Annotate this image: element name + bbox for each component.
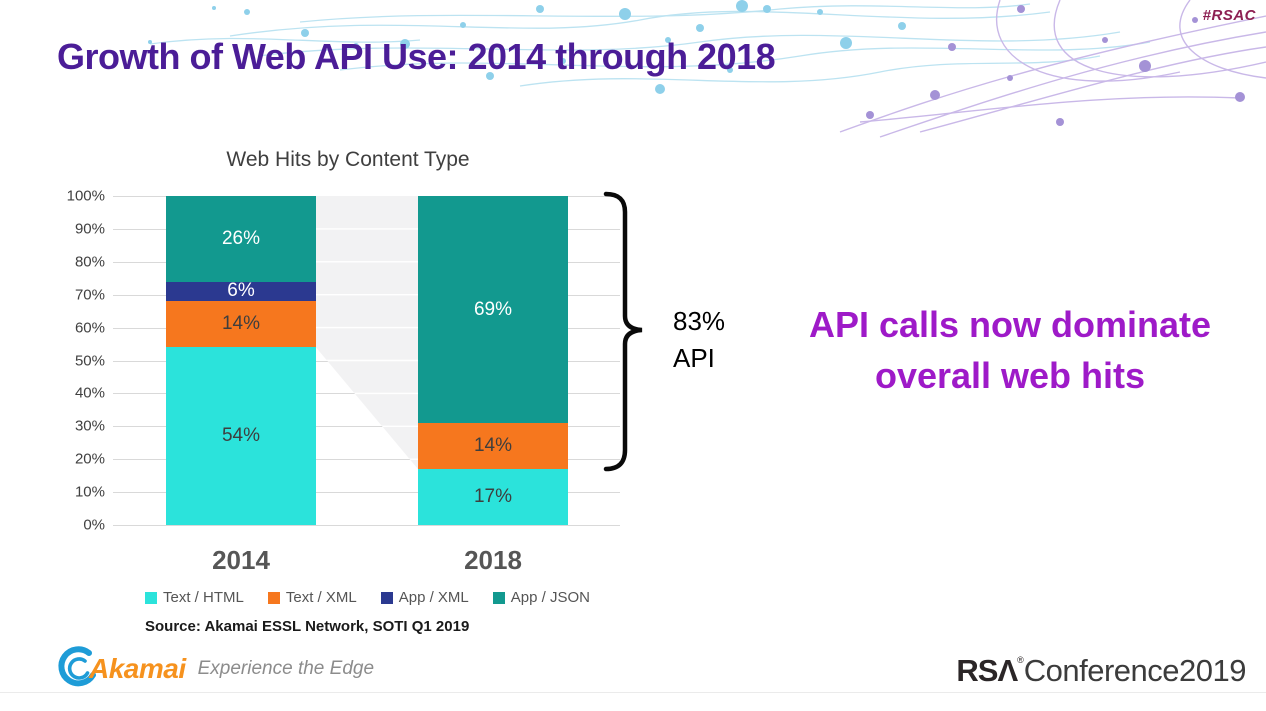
rsa-registered-mark: ® <box>1017 655 1024 665</box>
category-label: 2018 <box>464 545 522 575</box>
footer-divider <box>0 692 1266 693</box>
akamai-tagline: Experience the Edge <box>197 658 375 679</box>
category-label: 2014 <box>212 545 270 575</box>
bar-segment-label: 26% <box>221 227 261 249</box>
akamai-wave-icon <box>58 646 96 687</box>
bar-segment-label: 17% <box>473 486 513 508</box>
y-axis-tick-label: 50% <box>74 352 105 369</box>
rsac-hashtag: #RSAC <box>1202 7 1256 24</box>
bracket-label-unit: API <box>673 343 715 373</box>
headline: API calls now dominate overall web hits <box>770 299 1250 401</box>
legend-item: App / JSON <box>492 589 590 606</box>
headline-line2: overall web hits <box>874 355 1146 396</box>
y-axis-tick-label: 10% <box>74 483 105 501</box>
headline-line1: API calls now dominate <box>808 304 1212 345</box>
legend-label: Text / XML <box>285 589 357 606</box>
bar-segment: 26% <box>166 196 316 282</box>
rsa-conference-logo: RSΛ®Conference2019 <box>956 653 1246 689</box>
chart-title: Web Hits by Content Type <box>226 148 470 171</box>
bar-segment: 54% <box>166 347 316 525</box>
legend-label: App / XML <box>398 589 469 606</box>
legend-label: Text / HTML <box>163 589 244 606</box>
legend-swatch <box>492 591 505 604</box>
chart-legend: Text / HTML Text / XML App / XML App / JSON <box>145 589 590 606</box>
akamai-logo: Akamai Experience the Edge <box>55 645 374 693</box>
legend-swatch <box>145 591 157 604</box>
bar-segment-label: 14% <box>221 313 261 335</box>
y-axis-tick-label: 30% <box>74 417 105 435</box>
bar-segment-label: 6% <box>227 280 255 302</box>
bar-segment: 6% <box>166 280 316 302</box>
legend-swatch <box>267 591 280 604</box>
legend-item: Text / HTML <box>145 589 244 606</box>
bar-segment: 17% <box>418 469 568 525</box>
bracket-label-value: 83% <box>673 306 726 336</box>
gridline <box>113 492 620 494</box>
source-note: Source: Akamai ESSL Network, SOTI Q1 201… <box>145 618 470 635</box>
rsa-logo-bold: RSΛ <box>956 653 1018 688</box>
y-axis-tick-label: 90% <box>74 220 105 238</box>
gridline <box>113 525 620 526</box>
bracket-label: 83% API <box>673 303 725 377</box>
bar-segment-label: 69% <box>473 298 513 320</box>
akamai-brand-text: Akamai <box>89 653 186 684</box>
y-axis-tick-label: 70% <box>74 286 105 304</box>
legend-item: App / XML <box>380 589 469 606</box>
y-axis-tick-label: 100% <box>66 187 105 205</box>
rsa-logo-rest: Conference2019 <box>1023 653 1247 688</box>
slide-title: Growth of Web API Use: 2014 through 2018 <box>57 36 776 77</box>
y-axis-tick-label: 60% <box>74 319 105 337</box>
legend-item: Text / XML <box>267 589 357 606</box>
bar-segment: 14% <box>418 423 568 470</box>
y-axis-tick-label: 0% <box>83 516 105 534</box>
bar-segment-label: 14% <box>473 435 513 457</box>
y-axis-tick-label: 20% <box>74 450 105 468</box>
y-axis-tick-label: 40% <box>74 384 105 402</box>
legend-label: App / JSON <box>510 589 590 606</box>
bar-segment-label: 54% <box>221 425 261 447</box>
legend-swatch <box>380 591 393 604</box>
bar-segment: 69% <box>418 196 568 423</box>
bar-segment: 14% <box>166 301 316 348</box>
y-axis-tick-label: 80% <box>74 253 105 271</box>
